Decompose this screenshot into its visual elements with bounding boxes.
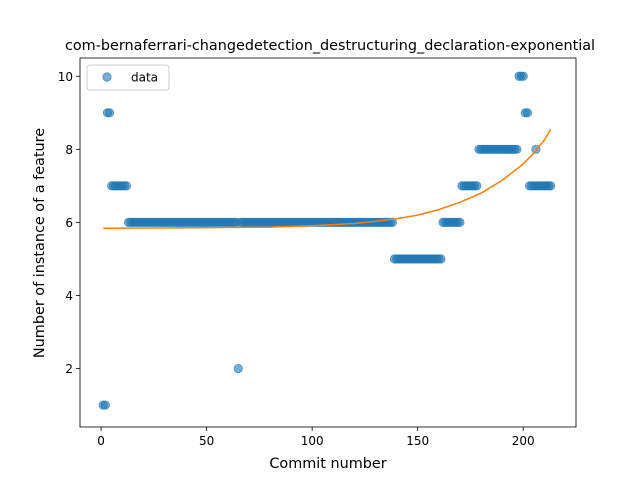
data-point bbox=[455, 217, 465, 228]
y-tick-label: 10 bbox=[58, 70, 73, 84]
y-tick-label: 4 bbox=[65, 289, 73, 303]
fit-curve bbox=[103, 128, 552, 229]
legend-label: data bbox=[131, 71, 158, 85]
y-tick-label: 6 bbox=[65, 216, 73, 230]
data-point bbox=[233, 363, 243, 374]
x-tick-label: 0 bbox=[97, 434, 105, 448]
x-tick-label: 100 bbox=[301, 434, 324, 448]
data-point bbox=[472, 181, 482, 191]
y-tick-label: 2 bbox=[65, 362, 73, 376]
data-point bbox=[436, 254, 446, 264]
data-point bbox=[104, 108, 115, 118]
data-point bbox=[522, 108, 533, 118]
chart-title: com-bernaferrari-changedetection_destruc… bbox=[65, 38, 595, 54]
plot-area: 0 50 100 150 200 2 4 6 8 10 data bbox=[58, 57, 577, 448]
y-tick-label: 8 bbox=[65, 143, 73, 157]
x-tick-label: 200 bbox=[512, 434, 535, 448]
legend-marker bbox=[102, 72, 112, 82]
y-axis-label: Number of instance of a feature bbox=[32, 128, 48, 358]
data-point bbox=[387, 217, 397, 228]
data-point bbox=[121, 181, 132, 191]
data-point bbox=[512, 144, 522, 154]
data-point bbox=[100, 400, 110, 410]
legend: data bbox=[86, 64, 170, 91]
axes-frame bbox=[79, 57, 577, 428]
x-tick-label: 150 bbox=[406, 434, 429, 448]
legend-box bbox=[86, 64, 170, 91]
data-point bbox=[546, 181, 556, 191]
x-tick-label: 50 bbox=[199, 434, 214, 448]
data-point bbox=[518, 71, 528, 81]
x-axis-label: Commit number bbox=[269, 456, 386, 472]
